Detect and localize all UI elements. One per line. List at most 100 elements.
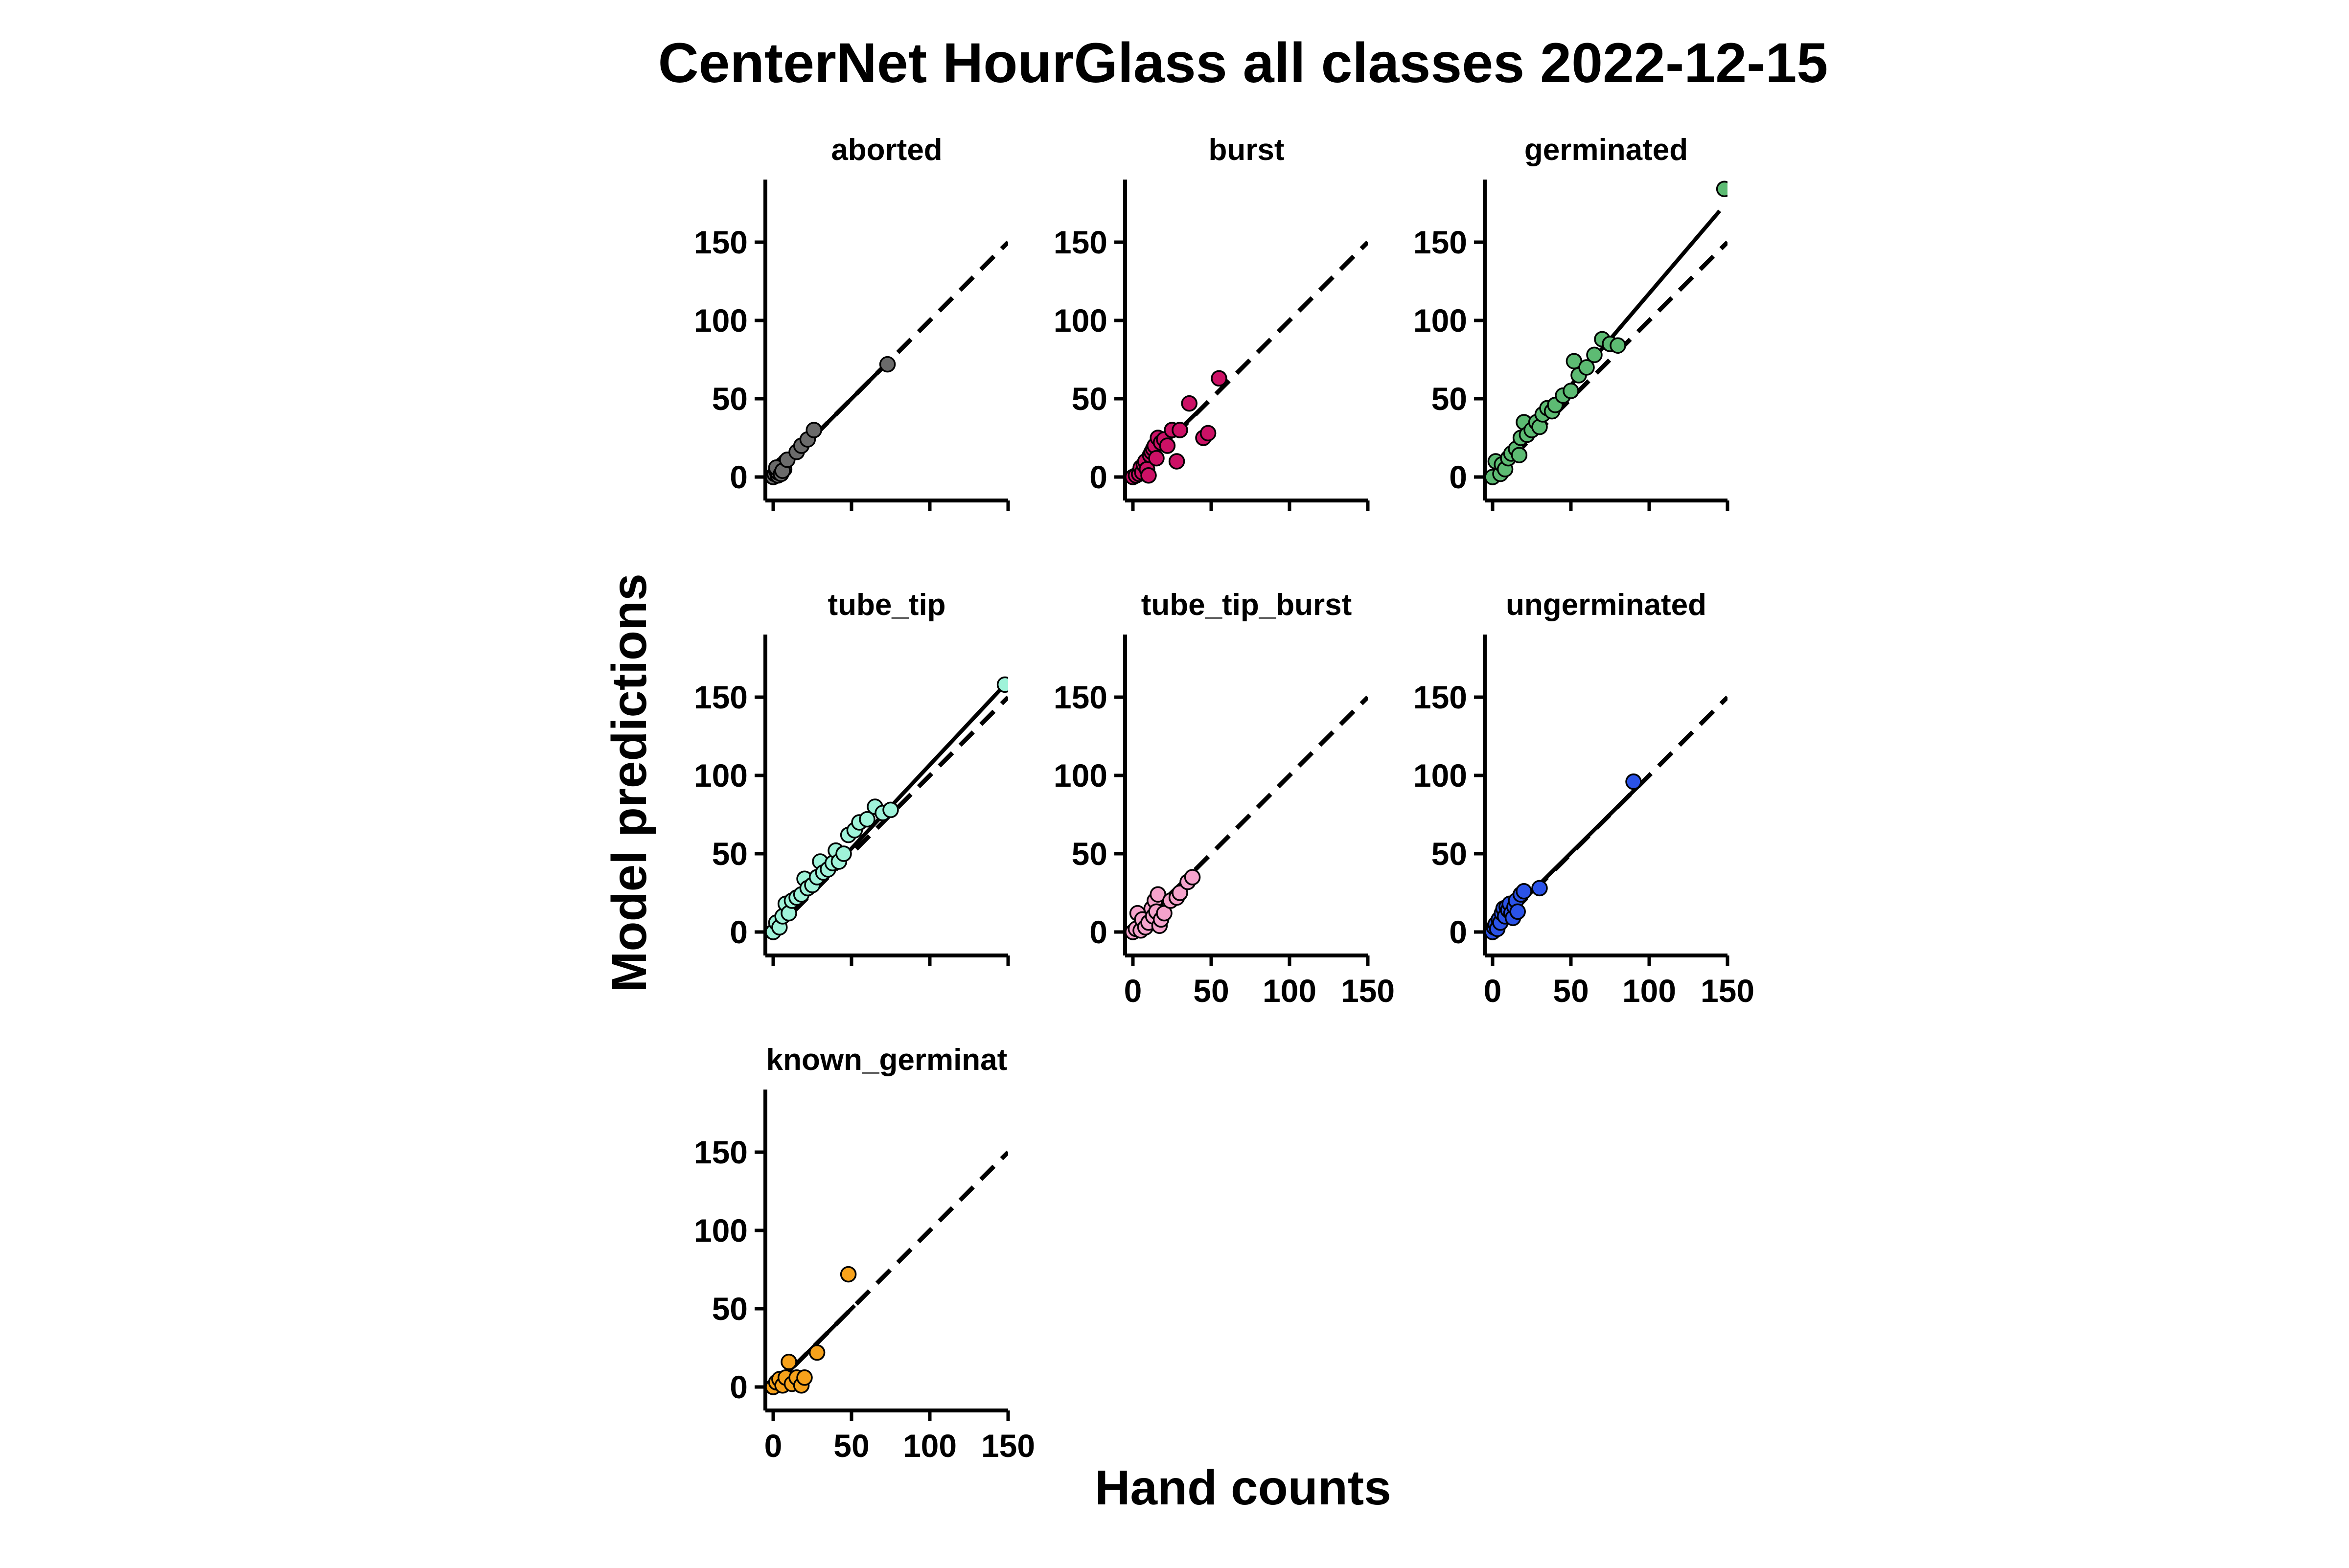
data-point (1716, 181, 1727, 197)
data-point (1563, 383, 1579, 399)
data-point (1211, 370, 1227, 387)
x-tick-label: 150 (981, 1428, 1035, 1464)
x-tick-label: 0 (764, 1428, 783, 1464)
data-point (996, 676, 1008, 693)
data-point (1610, 337, 1626, 354)
x-tick-label: 50 (1553, 973, 1589, 1009)
y-tick-label: 150 (694, 679, 748, 715)
y-tick-label: 100 (1054, 302, 1107, 339)
data-point (859, 811, 875, 828)
y-tick-label: 0 (1089, 459, 1107, 495)
y-tick-label: 50 (1431, 381, 1467, 417)
data-point (1625, 773, 1642, 790)
panel-title: ungerminated (1506, 588, 1706, 622)
x-tick-label: 50 (833, 1428, 869, 1464)
plot-area (765, 676, 1008, 940)
y-tick-label: 0 (730, 1369, 748, 1405)
panel-known-germinated: 0 50 100 150 0 50 100 150 known_germinat (694, 1043, 1035, 1464)
panel-tube-tip: 0 50 100 150 tube_tip (694, 588, 1010, 966)
x-axis-title: Hand counts (1095, 1460, 1391, 1515)
plot-area (1485, 181, 1727, 485)
y-tick-label: 0 (1449, 914, 1467, 950)
y-tick-label: 100 (694, 757, 748, 794)
y-tick-label: 0 (1089, 914, 1107, 950)
data-point (1199, 425, 1217, 442)
data-point (1578, 359, 1595, 376)
plot-area (1485, 695, 1727, 940)
panel-germinated: 0 50 100 150 germinated (1413, 133, 1729, 511)
data-point (840, 1266, 857, 1283)
panel-title: germinated (1524, 133, 1688, 167)
y-tick-label: 50 (1072, 836, 1107, 872)
y-tick-label: 100 (694, 1212, 748, 1249)
y-axis-title: Model predictions (602, 573, 657, 992)
x-tick-label: 50 (1193, 973, 1229, 1009)
identity-line (1491, 695, 1727, 934)
y-tick-label: 0 (730, 459, 748, 495)
data-point (1181, 395, 1198, 412)
identity-line (1131, 240, 1368, 479)
y-tick-label: 50 (712, 1291, 748, 1327)
data-point (1531, 880, 1548, 897)
x-tick-label: 100 (1263, 973, 1316, 1009)
panel-burst: 0 50 100 150 burst (1054, 133, 1370, 511)
data-point (796, 1369, 813, 1386)
x-tick-label: 100 (1622, 973, 1676, 1009)
y-tick-label: 50 (712, 381, 748, 417)
data-point (781, 1354, 797, 1370)
y-tick-label: 100 (694, 302, 748, 339)
identity-line (1131, 695, 1368, 934)
identity-line (771, 1150, 1008, 1389)
x-tick-label: 0 (1124, 973, 1142, 1009)
data-point (1168, 453, 1185, 470)
plot-area (765, 240, 1008, 485)
panel-title: burst (1209, 133, 1285, 167)
y-tick-label: 100 (1413, 302, 1467, 339)
panel-tube-tip-burst: 0 50 100 150 0 50 100 150 tube_tip_burst (1054, 588, 1395, 1009)
identity-line (771, 240, 1008, 479)
data-point (1516, 883, 1532, 900)
data-point (835, 845, 852, 862)
data-point (1140, 467, 1157, 484)
plot-area (1125, 240, 1368, 485)
data-point (879, 356, 896, 373)
y-tick-label: 0 (1449, 459, 1467, 495)
y-tick-label: 150 (694, 1134, 748, 1170)
panel-title: aborted (831, 133, 942, 167)
x-tick-label: 150 (1701, 973, 1754, 1009)
y-tick-label: 100 (1413, 757, 1467, 794)
data-point (1509, 903, 1526, 920)
y-tick-label: 150 (1413, 224, 1467, 260)
panel-ungerminated: 0 50 100 150 0 50 100 150 ungerminated (1413, 588, 1754, 1009)
data-point (1148, 450, 1165, 467)
y-tick-label: 150 (1054, 224, 1107, 260)
y-tick-label: 150 (1413, 679, 1467, 715)
y-tick-label: 100 (1054, 757, 1107, 794)
data-point (1172, 422, 1188, 438)
identity-line (771, 695, 1008, 934)
y-tick-label: 150 (1054, 679, 1107, 715)
data-point (1586, 346, 1603, 364)
data-point (806, 422, 822, 438)
panel-title: tube_tip_burst (1141, 588, 1352, 622)
panels-group: 0 50 100 150 aborted 0 50 100 150 burst 0 50 100 150 g… (694, 133, 1754, 1464)
data-point (808, 1344, 826, 1361)
data-point (882, 801, 899, 818)
panel-title: tube_tip (828, 588, 945, 622)
data-point (1511, 447, 1528, 463)
plot-area (1125, 695, 1368, 940)
y-tick-label: 50 (1072, 381, 1107, 417)
data-point (1184, 869, 1201, 886)
panel-title: known_germinat (766, 1043, 1008, 1077)
data-point (1159, 437, 1176, 454)
x-tick-label: 0 (1484, 973, 1502, 1009)
y-tick-label: 150 (694, 224, 748, 260)
panel-aborted: 0 50 100 150 aborted (694, 133, 1010, 511)
y-tick-label: 50 (1431, 836, 1467, 872)
identity-line (1491, 240, 1727, 479)
x-tick-label: 150 (1341, 973, 1395, 1009)
x-tick-label: 100 (903, 1428, 957, 1464)
y-tick-label: 50 (712, 836, 748, 872)
figure-title: CenterNet HourGlass all classes 2022-12-… (658, 32, 1828, 94)
